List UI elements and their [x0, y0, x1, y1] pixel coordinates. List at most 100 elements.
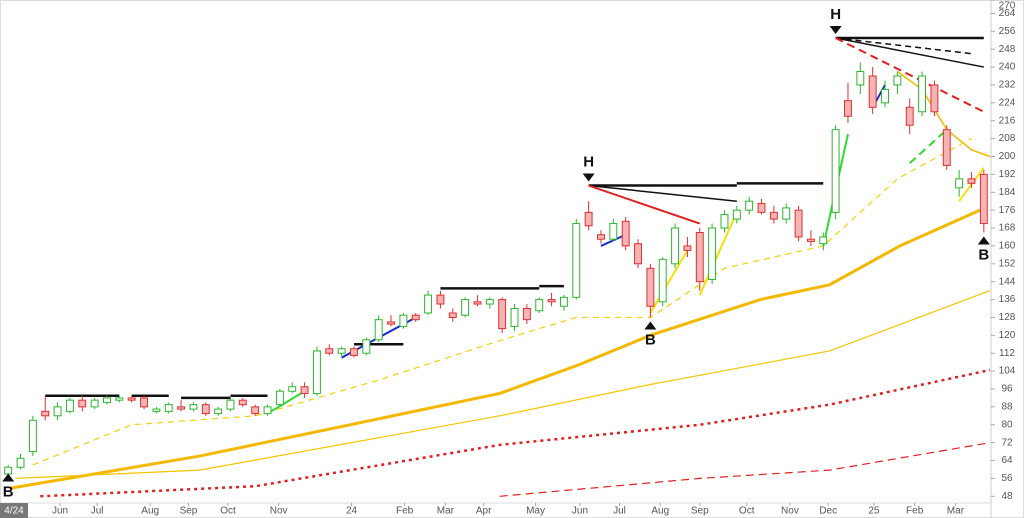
y-tick-label: 240: [999, 62, 1016, 73]
candle-body: [350, 348, 358, 356]
candle-body: [485, 299, 494, 305]
candle-body: [201, 404, 210, 415]
y-tick-label: 248: [999, 44, 1016, 55]
y-tick-label: 200: [999, 151, 1016, 162]
candle-body: [720, 214, 729, 229]
y-tick-label: 56: [1001, 473, 1013, 484]
candle-body: [41, 410, 50, 417]
candle-body: [930, 84, 939, 113]
candle-body: [510, 308, 519, 327]
candle-body: [275, 390, 284, 406]
annotation-marker: [2, 473, 15, 482]
candle-body: [547, 299, 556, 303]
annotation-marker: [582, 173, 595, 182]
x-tick-label: Nov: [781, 506, 799, 517]
indicator-line: [15, 290, 991, 480]
candle-body: [90, 399, 99, 408]
candle-body: [794, 209, 803, 238]
x-tick-label: Feb: [906, 506, 924, 517]
candle-body: [362, 339, 371, 354]
indicator-line: [698, 211, 738, 296]
candle-body: [214, 408, 223, 415]
candle-body: [4, 466, 13, 475]
x-tick-label: 4/24: [4, 506, 24, 517]
candle-body: [646, 267, 655, 307]
candle-body: [65, 399, 74, 412]
indicator-line: [835, 37, 972, 55]
x-tick-label: 24: [346, 506, 358, 517]
y-tick-label: 72: [1001, 437, 1013, 448]
candle-body: [967, 178, 976, 184]
indicator-line: [588, 184, 701, 225]
candle-body: [893, 75, 902, 86]
y-tick-label: 136: [999, 294, 1016, 305]
candle-body: [28, 419, 37, 453]
y-tick-label: 152: [999, 258, 1016, 269]
indicator-line: [9, 208, 981, 490]
y-tick-label: 48: [1001, 491, 1013, 502]
candle-body: [831, 129, 840, 213]
x-tick-label: Sep: [691, 506, 709, 517]
indicator-line: [588, 184, 737, 202]
candle-body: [609, 223, 618, 240]
candle-body: [584, 211, 593, 227]
indicator-line: [499, 442, 991, 497]
candle-body: [942, 129, 951, 166]
y-tick-label: 176: [999, 205, 1016, 216]
x-tick-label: Aug: [651, 506, 669, 517]
candle-body: [683, 245, 692, 251]
candle-body: [337, 348, 346, 354]
candle-body: [140, 397, 148, 408]
indicator-line: [267, 390, 306, 415]
candle-body: [288, 386, 297, 392]
candle-body: [164, 404, 173, 412]
y-tick-label: 128: [999, 312, 1016, 323]
candle-body: [806, 238, 815, 242]
candle-body: [979, 173, 988, 225]
candle-body: [856, 71, 865, 86]
candle-body: [621, 220, 630, 247]
candle-body: [708, 227, 717, 280]
candle-body: [918, 75, 927, 113]
x-tick-label: Oct: [220, 506, 236, 517]
x-tick-label: Jul: [91, 506, 104, 517]
indicator-line: [32, 138, 972, 466]
y-tick-label: 256: [999, 26, 1016, 37]
y-tick-label: 232: [999, 80, 1016, 91]
y-tick-label: 224: [999, 97, 1016, 108]
candle-body: [226, 399, 235, 410]
candle-body: [905, 106, 914, 126]
candle-body: [238, 399, 247, 406]
indicator-line: [649, 249, 689, 314]
x-tick-label: Dec: [819, 506, 837, 517]
y-tick-label: 96: [1001, 384, 1013, 395]
y-tick-label: 216: [999, 115, 1016, 126]
y-tick-label: 192: [999, 169, 1016, 180]
x-tick-label: 25: [868, 506, 880, 517]
candle-body: [127, 397, 136, 401]
y-tick-label: 144: [999, 276, 1016, 287]
candle-body: [634, 243, 642, 265]
annotation-label: B: [645, 331, 656, 348]
candle-body: [399, 314, 408, 327]
candle-body: [312, 350, 321, 394]
candle-body: [461, 299, 470, 316]
x-tick-label: Aug: [141, 506, 159, 517]
x-tick-label: Mar: [947, 506, 965, 517]
x-tick-label: Sep: [180, 506, 198, 517]
candle-body: [16, 457, 25, 468]
candle-body: [559, 296, 568, 307]
candle-body: [597, 234, 605, 240]
y-tick-label: 270: [999, 1, 1016, 12]
annotation-label: B: [978, 246, 989, 263]
y-tick-label: 88: [1001, 402, 1013, 413]
annotation-label: H: [583, 154, 594, 171]
x-tick-label: Mar: [437, 506, 455, 517]
y-tick-label: 184: [999, 187, 1016, 198]
cursor-label-bg: [0, 503, 28, 518]
candle-body: [387, 321, 395, 325]
candle-body: [745, 200, 754, 211]
candle-body: [819, 236, 828, 245]
